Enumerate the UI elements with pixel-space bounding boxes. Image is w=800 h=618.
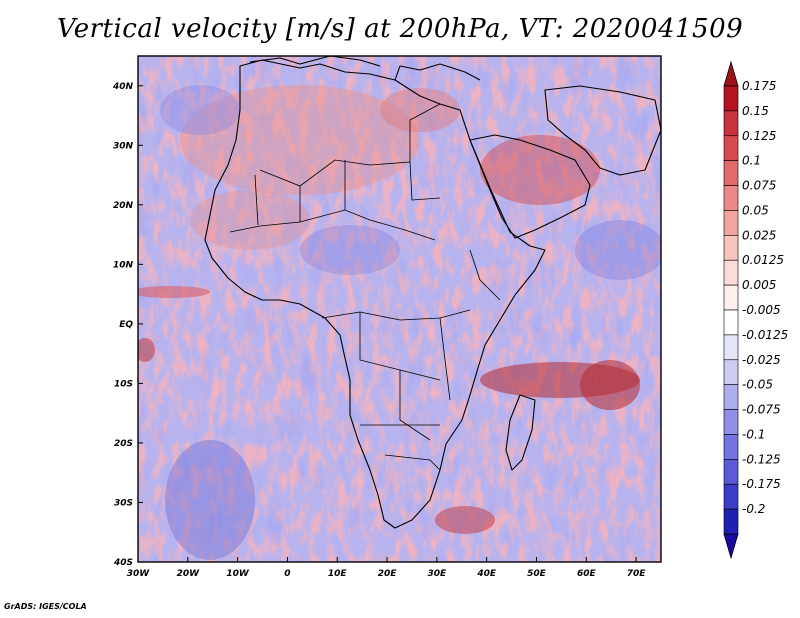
colorbar-swatch: [723, 135, 739, 161]
grads-credit: GrADS: IGES/COLA: [4, 602, 87, 611]
colorbar-label: 0.15: [742, 104, 769, 118]
colorbar-label: -0.175: [742, 477, 781, 491]
x-tick-label: 60E: [577, 569, 597, 579]
y-tick-label: 10S: [114, 379, 133, 389]
y-tick-label: 30S: [114, 498, 133, 508]
y-tick-label: 40S: [113, 558, 133, 568]
colorbar-label: 0.005: [742, 278, 776, 292]
y-tick-label: 10N: [113, 260, 134, 270]
x-tick-label: 10W: [226, 569, 250, 579]
colorbar-swatch: [723, 309, 739, 336]
colorbar-bottom-arrow: [723, 533, 739, 560]
colorbar-label: 0.05: [742, 203, 769, 217]
colorbar-label: -0.025: [742, 353, 781, 367]
colorbar-swatch: [723, 185, 739, 211]
colorbar-label: 0.025: [742, 228, 776, 242]
colorbar-swatch: [723, 259, 739, 286]
colorbar-label: -0.05: [742, 378, 773, 392]
x-axis: 30W 20W 10W 0 10E 20E 30E 40E 50E 60E 70E: [127, 557, 647, 579]
colorbar-label: -0.0125: [742, 328, 788, 342]
colorbar-label: 0.0125: [742, 253, 784, 267]
colorbar: 0.175 0.15 0.125 0.1 0.075 0.05 0.025 0.0125 0.0…: [723, 60, 788, 560]
colorbar-swatch: [723, 359, 739, 385]
colorbar-label: -0.2: [742, 502, 765, 516]
colorbar-swatch: [723, 384, 739, 410]
colorbar-swatch: [723, 160, 739, 186]
x-tick-label: 70E: [627, 569, 647, 579]
x-tick-label: 0: [284, 569, 290, 579]
y-axis: 40N 30N 20N 10N EQ 10S 20S 30S 40S: [112, 82, 143, 568]
colorbar-label: -0.075: [742, 403, 781, 417]
plot-frame: [137, 55, 662, 563]
colorbar-top-arrow: [723, 60, 739, 87]
map-title: Vertical velocity [m/s] at 200hPa, VT: 2…: [56, 14, 744, 44]
colorbar-swatch: [723, 459, 739, 485]
colorbar-swatch: [723, 284, 739, 311]
colorbar-swatch: [723, 434, 739, 460]
country-borders: [229, 103, 501, 471]
colorbar-swatch: [723, 483, 739, 510]
colorbar-label: -0.005: [742, 303, 781, 317]
x-tick-label: 30E: [428, 569, 448, 579]
colorbar-label: 0.1: [742, 154, 761, 168]
colorbar-label: 0.075: [742, 179, 776, 193]
colorbar-label: 0.125: [742, 129, 776, 143]
colorbar-swatch: [723, 508, 739, 535]
x-tick-label: 50E: [527, 569, 547, 579]
x-tick-label: 20W: [177, 569, 201, 579]
colorbar-swatch: [723, 235, 739, 261]
y-tick-label: 20N: [113, 201, 134, 211]
colorbar-label: -0.125: [742, 452, 781, 466]
y-tick-label: EQ: [119, 320, 133, 330]
y-tick-label: 40N: [112, 82, 134, 92]
colorbar-label: -0.1: [742, 427, 765, 441]
x-tick-label: 30W: [127, 569, 151, 579]
colorbar-swatch: [723, 334, 739, 361]
y-tick-label: 30N: [113, 141, 134, 151]
colorbar-label: 0.175: [742, 79, 776, 93]
x-tick-label: 20E: [378, 569, 398, 579]
x-tick-label: 40E: [476, 569, 497, 579]
coastlines: [204, 56, 661, 529]
y-tick-label: 20S: [114, 439, 133, 449]
colorbar-swatch: [723, 409, 739, 435]
colorbar-swatch: [723, 210, 739, 236]
velocity-field: [138, 56, 661, 562]
colorbar-swatch: [723, 85, 739, 112]
x-tick-label: 10E: [328, 569, 348, 579]
colorbar-swatch: [723, 110, 739, 137]
